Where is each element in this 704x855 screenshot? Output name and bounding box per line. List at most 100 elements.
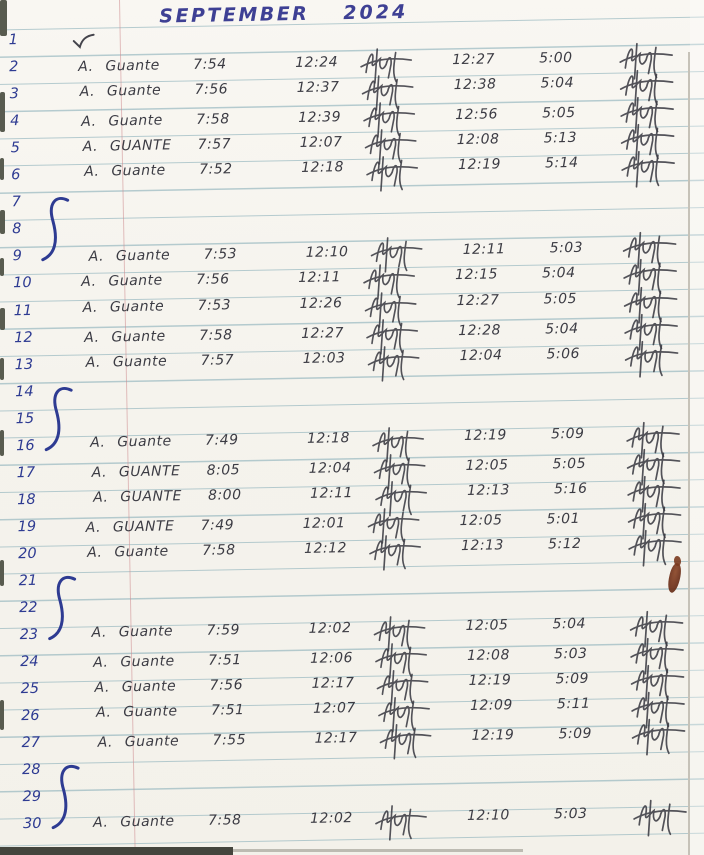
time-out-noon: 12:03 bbox=[302, 349, 346, 367]
signature-scribble-icon bbox=[361, 75, 414, 111]
signature-scribble-icon bbox=[373, 616, 426, 652]
end-of-day-signature bbox=[621, 714, 698, 757]
scan-bottom-shadow bbox=[233, 849, 523, 852]
day-number: 8 bbox=[12, 221, 22, 238]
weekend-check-mark bbox=[71, 32, 97, 50]
time-in-pm: 12:38 bbox=[453, 76, 497, 94]
time-in-pm: 12:05 bbox=[465, 456, 509, 474]
end-of-day-signature bbox=[614, 335, 691, 378]
time-in-am: 7:51 bbox=[210, 702, 245, 719]
time-out-noon: 12:27 bbox=[301, 324, 345, 342]
time-out-noon: 12:39 bbox=[298, 109, 342, 127]
day-number: 24 bbox=[19, 653, 39, 671]
table-row: 10 A. Guante 7:56 12:11 12:15 5:04 bbox=[0, 259, 701, 303]
signature-scribble-icon bbox=[367, 508, 420, 544]
table-row: 9 A. Guante 7:53 12:10 12:11 5:03 bbox=[0, 232, 701, 276]
midday-signature bbox=[360, 286, 423, 329]
time-out-pm: 5:04 bbox=[552, 615, 587, 633]
page-edge-artifact bbox=[0, 430, 4, 456]
page-edge-artifact bbox=[0, 358, 4, 380]
midday-signature bbox=[366, 232, 429, 275]
time-out-noon: 12:26 bbox=[299, 294, 343, 312]
page-edge-artifact bbox=[0, 0, 7, 36]
time-out-noon: 12:18 bbox=[300, 159, 345, 177]
page-edge-artifact bbox=[0, 700, 4, 730]
signature-scribble-icon bbox=[375, 643, 427, 679]
time-log-rows: 1 2 A. Guante 7:54 12:24 12:27 5:00 3 A. Guante 7… bbox=[0, 0, 696, 842]
signature-scribble-icon bbox=[363, 102, 416, 138]
time-in-am: 7:56 bbox=[194, 81, 229, 98]
signature-scribble-icon bbox=[375, 805, 427, 842]
time-in-pm: 12:19 bbox=[468, 672, 512, 690]
time-out-noon: 12:17 bbox=[314, 730, 358, 748]
midday-signature bbox=[359, 259, 422, 302]
table-row: 2 A. Guante 7:54 12:24 12:27 5:00 bbox=[0, 42, 697, 87]
time-out-noon: 12:37 bbox=[296, 79, 340, 97]
end-of-day-signature bbox=[611, 146, 688, 189]
time-in-am: 7:57 bbox=[200, 351, 235, 369]
time-in-am: 7:58 bbox=[201, 542, 236, 559]
time-in-pm: 12:05 bbox=[465, 617, 509, 635]
midday-signature bbox=[371, 638, 434, 681]
time-out-pm: 5:04 bbox=[541, 265, 576, 282]
midday-signature bbox=[359, 97, 422, 140]
time-out-pm: 5:06 bbox=[546, 345, 581, 363]
weekend-curve-mark bbox=[39, 384, 80, 455]
day-number: 23 bbox=[19, 626, 39, 644]
time-in-pm: 12:28 bbox=[457, 321, 502, 339]
signature-scribble-icon bbox=[627, 475, 681, 513]
day-number: 13 bbox=[14, 356, 34, 373]
time-in-pm: 12:08 bbox=[456, 131, 500, 149]
signature-scribble-icon bbox=[621, 151, 675, 188]
midday-signature bbox=[356, 43, 419, 86]
end-of-day-signature bbox=[617, 471, 694, 514]
day-number: 5 bbox=[10, 140, 21, 157]
time-in-am: 7:56 bbox=[196, 271, 230, 289]
midday-signature bbox=[362, 313, 425, 356]
midday-signature bbox=[369, 448, 432, 491]
end-of-day-signature bbox=[613, 281, 690, 324]
time-out-noon: 12:24 bbox=[295, 54, 339, 72]
time-in-am: 7:55 bbox=[212, 732, 247, 749]
time-in-am: 7:49 bbox=[204, 431, 239, 449]
day-number: 9 bbox=[12, 248, 23, 265]
time-out-pm: 5:04 bbox=[544, 320, 579, 338]
end-of-day-signature bbox=[623, 795, 700, 838]
table-row: 6 A. Guante 7:52 12:18 12:19 5:14 bbox=[0, 151, 699, 195]
day-number: 18 bbox=[17, 491, 36, 509]
time-in-am: 7:59 bbox=[206, 622, 241, 639]
table-row: 3 A. Guante 7:56 12:37 12:38 5:04 bbox=[0, 70, 698, 114]
midday-signature bbox=[371, 475, 434, 518]
weekend-curve-mark-icon bbox=[44, 386, 73, 451]
time-in-am: 7:58 bbox=[196, 111, 230, 128]
time-out-pm: 5:05 bbox=[543, 290, 578, 308]
weekend-curve-mark bbox=[36, 194, 77, 265]
end-of-day-signature bbox=[612, 227, 689, 270]
scan-bottom-edge bbox=[0, 847, 233, 855]
time-in-am: 7:56 bbox=[209, 677, 244, 694]
time-out-noon: 12:01 bbox=[302, 515, 346, 532]
midday-signature bbox=[357, 70, 420, 113]
time-out-pm: 5:01 bbox=[546, 510, 581, 528]
end-of-day-signature bbox=[617, 498, 694, 541]
weekend-curve-mark-icon bbox=[48, 576, 77, 641]
time-out-noon: 12:02 bbox=[309, 810, 354, 828]
time-out-pm: 5:12 bbox=[547, 535, 582, 553]
time-out-pm: 5:03 bbox=[549, 240, 584, 257]
table-row: 21 bbox=[2, 561, 704, 641]
table-row: 28 bbox=[6, 750, 704, 830]
time-out-noon: 12:11 bbox=[297, 269, 342, 287]
time-out-pm: 5:11 bbox=[556, 695, 591, 713]
time-out-pm: 5:00 bbox=[539, 49, 573, 67]
end-of-day-signature bbox=[609, 65, 686, 108]
midday-signature bbox=[374, 692, 437, 735]
title-year: 2024 bbox=[343, 0, 409, 25]
time-out-pm: 5:16 bbox=[553, 480, 588, 498]
end-of-day-signature bbox=[616, 444, 693, 487]
signature-scribble-icon bbox=[366, 318, 419, 355]
midday-signature bbox=[372, 665, 435, 708]
page-title: SEPTEMBER 2024 bbox=[159, 1, 408, 28]
time-in-am: 7:58 bbox=[199, 326, 233, 344]
signature-scribble-icon bbox=[363, 264, 416, 301]
day-number: 10 bbox=[13, 275, 32, 292]
